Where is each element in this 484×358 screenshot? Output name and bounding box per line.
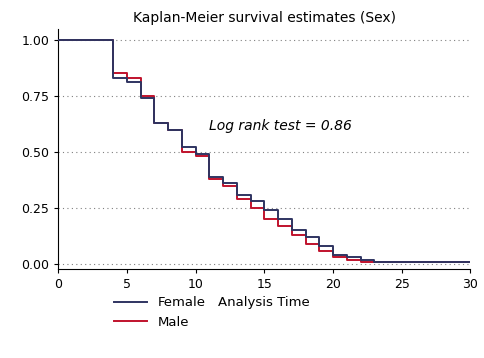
Male: [343, 257, 349, 262]
Male: [137, 94, 143, 98]
Male: [371, 260, 377, 264]
Line: Male: Male: [58, 40, 469, 262]
Female: [261, 208, 267, 212]
Female: [96, 38, 102, 42]
Female: [233, 192, 239, 197]
Male: [233, 197, 239, 201]
Female: [357, 257, 363, 262]
Female: [439, 260, 445, 264]
Female: [179, 145, 184, 150]
Male: [55, 38, 61, 42]
Female: [110, 76, 116, 80]
Male: [124, 76, 130, 80]
Female: [137, 96, 143, 100]
Male: [96, 38, 102, 42]
Female: [220, 181, 226, 185]
Male: [302, 242, 308, 246]
Female: [467, 260, 472, 264]
Female: [165, 127, 171, 132]
Female: [371, 260, 377, 264]
Line: Female: Female: [58, 40, 469, 262]
Male: [110, 71, 116, 76]
Female: [398, 260, 404, 264]
Male: [261, 217, 267, 221]
Male: [151, 121, 157, 125]
Male: [357, 260, 363, 264]
Female: [274, 217, 280, 221]
Female: [55, 38, 61, 42]
Male: [220, 183, 226, 188]
Male: [192, 154, 198, 159]
Male: [165, 127, 171, 132]
Male: [467, 260, 472, 264]
Male: [206, 177, 212, 181]
Male: [398, 260, 404, 264]
Female: [330, 253, 335, 257]
Female: [343, 255, 349, 260]
Female: [288, 228, 294, 233]
Male: [439, 260, 445, 264]
Male: [247, 206, 253, 210]
Male: [274, 224, 280, 228]
Female: [302, 235, 308, 239]
X-axis label: Analysis Time: Analysis Time: [218, 296, 310, 309]
Female: [247, 199, 253, 203]
Female: [316, 244, 321, 248]
Legend: Female, Male: Female, Male: [114, 296, 205, 329]
Female: [192, 152, 198, 156]
Male: [330, 255, 335, 260]
Male: [316, 248, 321, 253]
Female: [124, 80, 130, 84]
Title: Kaplan-Meier survival estimates (Sex): Kaplan-Meier survival estimates (Sex): [133, 11, 395, 25]
Female: [151, 121, 157, 125]
Female: [206, 174, 212, 179]
Text: Log rank test = 0.86: Log rank test = 0.86: [209, 118, 351, 132]
Male: [179, 150, 184, 154]
Male: [288, 233, 294, 237]
